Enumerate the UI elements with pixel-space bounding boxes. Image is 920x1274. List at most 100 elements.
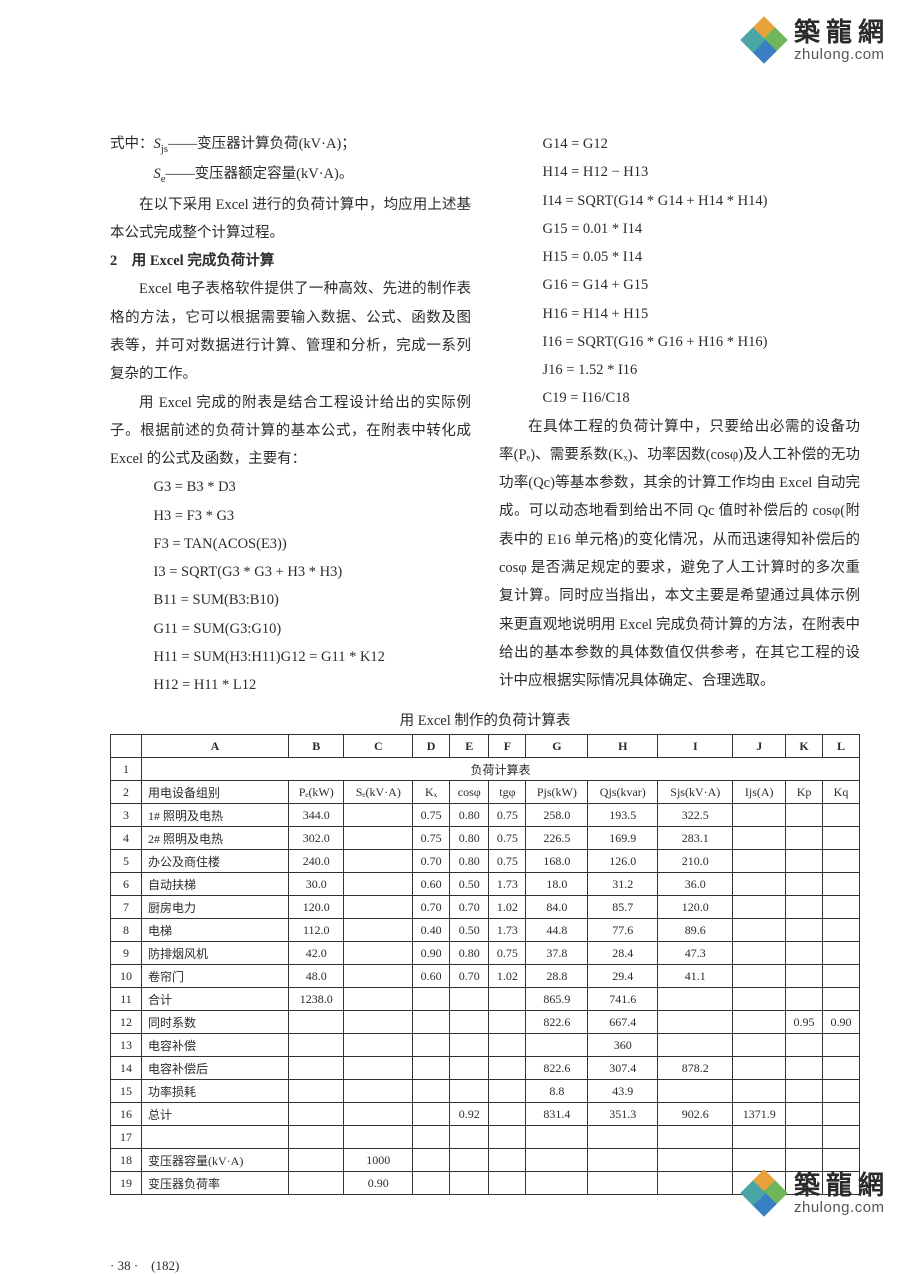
table-cell — [786, 1080, 823, 1103]
table-cell — [413, 1103, 450, 1126]
table-cell — [658, 1011, 733, 1034]
table-cell: 总计 — [142, 1103, 289, 1126]
table-row: 10卷帘门48.00.600.701.0228.829.441.1 — [111, 965, 860, 988]
field-header: Sjs(kV·A) — [658, 781, 733, 804]
table-cell — [786, 873, 823, 896]
table-cell — [289, 1172, 344, 1195]
section-heading-2: 2 用 Excel 完成负荷计算 — [110, 247, 471, 275]
formula-line: C19 = I16/C18 — [499, 384, 860, 412]
table-cell — [822, 988, 859, 1011]
table-row: 11合计1238.0865.9741.6 — [111, 988, 860, 1011]
table-cell — [786, 965, 823, 988]
table-row: 18变压器容量(kV·A)1000 — [111, 1149, 860, 1172]
table-cell — [489, 1126, 526, 1149]
table-cell — [344, 919, 413, 942]
table-cell — [733, 965, 786, 988]
table-cell — [822, 919, 859, 942]
definition-line-2: Se——变压器额定容量(kV·A)。 — [110, 160, 471, 190]
table-cell: 6 — [111, 873, 142, 896]
table-cell — [289, 1103, 344, 1126]
table-cell — [413, 1034, 450, 1057]
field-header: 用电设备组别 — [142, 781, 289, 804]
table-cell — [450, 988, 489, 1011]
table-cell: 16 — [111, 1103, 142, 1126]
field-header: Ijs(A) — [733, 781, 786, 804]
table-cell: 43.9 — [588, 1080, 658, 1103]
row-number: 2 — [111, 781, 142, 804]
col-header: B — [289, 735, 344, 758]
table-cell: 0.80 — [450, 804, 489, 827]
table-cell: 0.80 — [450, 827, 489, 850]
table-cell: 12 — [111, 1011, 142, 1034]
col-header: K — [786, 735, 823, 758]
field-header: Qjs(kvar) — [588, 781, 658, 804]
table-cell: 11 — [111, 988, 142, 1011]
table-cell: 8 — [111, 919, 142, 942]
table-cell: 功率损耗 — [142, 1080, 289, 1103]
table-cell: 168.0 — [526, 850, 588, 873]
formula-line: I14 = SQRT(G14 * G14 + H14 * H14) — [499, 187, 860, 215]
col-header: F — [489, 735, 526, 758]
table-cell: 0.75 — [489, 850, 526, 873]
field-header: cosφ — [450, 781, 489, 804]
table-row: 42# 照明及电热302.00.750.800.75226.5169.9283.… — [111, 827, 860, 850]
table-cell: 28.8 — [526, 965, 588, 988]
table-row: 17 — [111, 1126, 860, 1149]
table-cell — [489, 1011, 526, 1034]
table-cell: 0.50 — [450, 919, 489, 942]
logo-mark-icon — [742, 1171, 786, 1215]
table-cell — [344, 896, 413, 919]
table-cell — [526, 1149, 588, 1172]
table-cell — [786, 1126, 823, 1149]
table-cell: 283.1 — [658, 827, 733, 850]
table-cell: 307.4 — [588, 1057, 658, 1080]
table-cell — [588, 1172, 658, 1195]
logo-cn-text: 築龍網 — [794, 19, 890, 45]
table-cell — [489, 1080, 526, 1103]
table-cell: 1000 — [344, 1149, 413, 1172]
table-cell: 41.1 — [658, 965, 733, 988]
table-cell: 13 — [111, 1034, 142, 1057]
col-header: D — [413, 735, 450, 758]
table-cell — [526, 1126, 588, 1149]
col-header: C — [344, 735, 413, 758]
table-cell — [526, 1034, 588, 1057]
field-header: Kp — [786, 781, 823, 804]
table-cell — [450, 1034, 489, 1057]
table-cell: 17 — [111, 1126, 142, 1149]
table-cell — [450, 1149, 489, 1172]
table-cell: 0.70 — [413, 896, 450, 919]
table-cell — [822, 965, 859, 988]
table-cell — [786, 850, 823, 873]
formula-line: G16 = G14 + G15 — [499, 271, 860, 299]
table-cell: 84.0 — [526, 896, 588, 919]
table-cell — [733, 942, 786, 965]
table-cell: 77.6 — [588, 919, 658, 942]
table-cell: 电梯 — [142, 919, 289, 942]
table-cell — [588, 1149, 658, 1172]
formula-line: F3 = TAN(ACOS(E3)) — [110, 530, 471, 558]
table-cell: 902.6 — [658, 1103, 733, 1126]
table-cell — [786, 1103, 823, 1126]
table-cell — [786, 1034, 823, 1057]
table-cell — [733, 850, 786, 873]
table-cell — [733, 1034, 786, 1057]
table-cell: 878.2 — [658, 1057, 733, 1080]
col-header: A — [142, 735, 289, 758]
table-cell — [786, 804, 823, 827]
table-cell — [786, 919, 823, 942]
table-cell: 822.6 — [526, 1057, 588, 1080]
table-cell — [489, 1034, 526, 1057]
table-cell: 126.0 — [588, 850, 658, 873]
table-cell — [822, 1149, 859, 1172]
table-cell — [450, 1172, 489, 1195]
table-cell — [450, 1057, 489, 1080]
table-cell — [658, 1080, 733, 1103]
table-cell: 0.75 — [489, 804, 526, 827]
table-cell: 1# 照明及电热 — [142, 804, 289, 827]
table-cell: 1.73 — [489, 873, 526, 896]
table-cell: 0.80 — [450, 942, 489, 965]
table-row: 12同时系数822.6667.40.950.90 — [111, 1011, 860, 1034]
left-paragraph-2a: Excel 电子表格软件提供了一种高效、先进的制作表格的方法，它可以根据需要输入… — [110, 275, 471, 388]
table-cell — [289, 1011, 344, 1034]
